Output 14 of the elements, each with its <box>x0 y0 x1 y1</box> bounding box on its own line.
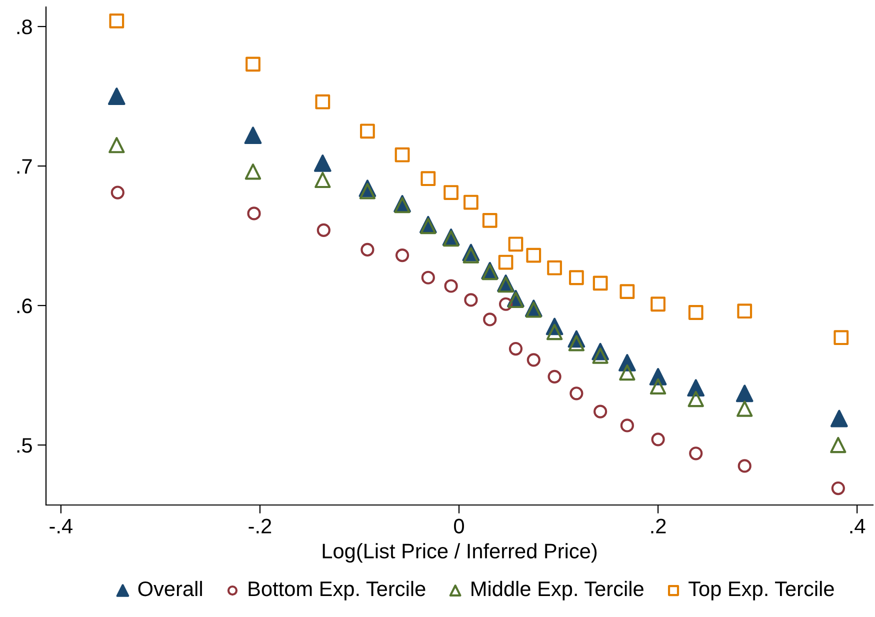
x-tick-label: -.4 <box>50 518 72 534</box>
x-tick-label: 0 <box>454 518 464 534</box>
x-axis-title: Log(List Price / Inferred Price) <box>322 543 597 563</box>
legend-label: Bottom Exp. Tercile <box>248 580 426 600</box>
x-tick-label: .4 <box>850 518 866 534</box>
x-tick-label: -.2 <box>248 518 272 534</box>
y-tick-label: .6 <box>17 298 32 314</box>
legend-label: Top Exp. Tercile <box>688 580 834 600</box>
y-tick-label: .5 <box>17 438 32 453</box>
legend-label: Overall <box>138 580 202 596</box>
y-tick-label: .7 <box>17 159 32 174</box>
x-tick-label: .2 <box>651 518 666 534</box>
y-tick-label: .8 <box>17 20 32 34</box>
legend-label: Middle Exp. Tercile <box>472 580 644 600</box>
